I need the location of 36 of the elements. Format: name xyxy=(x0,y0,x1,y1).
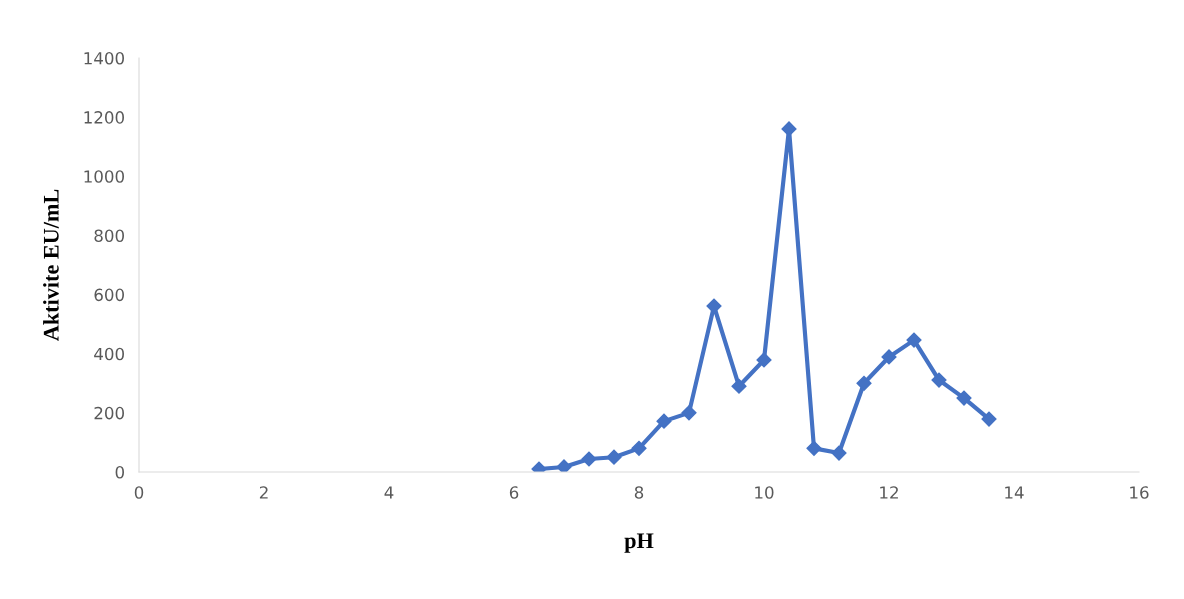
y-tick-label: 200 xyxy=(94,406,124,420)
x-tick-label: 4 xyxy=(384,486,394,499)
x-tick-label: 10 xyxy=(755,486,774,499)
x-tick-label: 16 xyxy=(1130,486,1149,499)
point xyxy=(656,413,672,429)
point xyxy=(806,440,822,456)
x-tick-label: 12 xyxy=(880,486,898,499)
point xyxy=(931,372,947,388)
y-tick-label: 1400 xyxy=(84,51,124,65)
y-tick-label: 1200 xyxy=(84,111,124,124)
y-axis-title: Aktivite EU/mL xyxy=(43,189,59,342)
point xyxy=(856,375,872,391)
point xyxy=(631,440,647,456)
point xyxy=(906,332,922,348)
x-tick-label: 6 xyxy=(509,486,519,499)
y-tick-label: 600 xyxy=(94,288,124,302)
x-tick-label: 8 xyxy=(634,486,644,499)
y-tick-label: 800 xyxy=(94,229,124,242)
point xyxy=(556,459,572,472)
point xyxy=(956,390,972,406)
x-tick-label: 0 xyxy=(134,486,144,499)
point xyxy=(681,405,697,421)
y-tick-label: 0 xyxy=(115,465,124,479)
point xyxy=(881,349,897,365)
point xyxy=(581,451,597,467)
y-tick-label: 400 xyxy=(94,347,124,361)
point xyxy=(981,411,997,427)
x-axis-title: pH xyxy=(624,533,654,553)
point xyxy=(781,121,797,137)
point xyxy=(731,378,747,394)
point xyxy=(606,449,622,465)
x-tick-label: 14 xyxy=(1005,486,1024,499)
point xyxy=(831,445,847,461)
x-tick-label: 2 xyxy=(259,486,268,499)
point xyxy=(756,352,772,368)
y-tick-label: 1000 xyxy=(84,170,124,183)
